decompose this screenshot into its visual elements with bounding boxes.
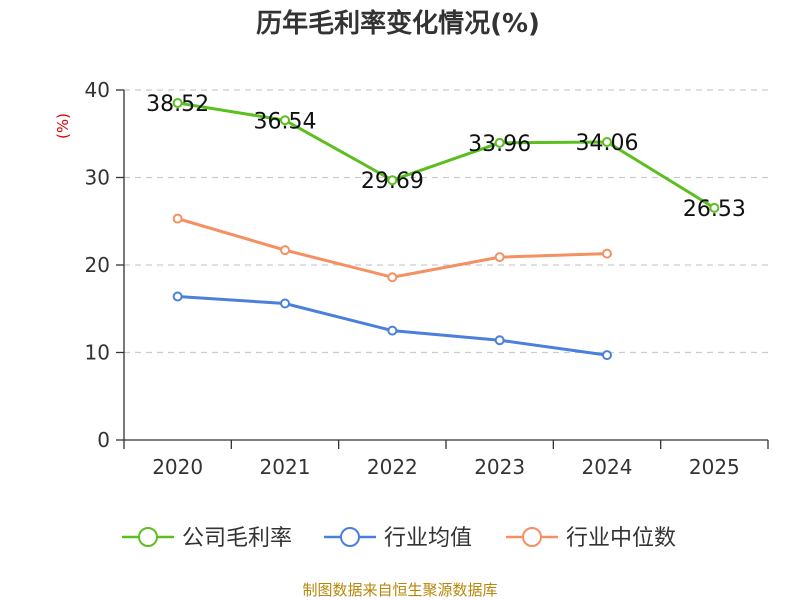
legend-label-1: 行业均值	[384, 526, 472, 551]
series-line-0	[177, 101, 716, 210]
x-tick-label-2024: 2024	[582, 455, 633, 479]
point-0-2025	[709, 202, 720, 213]
y-tick-label-20: 20	[85, 253, 110, 277]
point-2-2021	[280, 245, 290, 256]
series-line-2	[177, 217, 608, 279]
point-1-2023	[494, 335, 505, 346]
legend-label-0: 公司毛利率	[182, 526, 292, 551]
point-2-2023	[494, 252, 505, 263]
point-1-2022	[387, 325, 398, 336]
series-group	[172, 97, 720, 361]
point-0-2021	[280, 115, 290, 126]
chart-title: 历年毛利率变化情况(%)	[256, 8, 540, 39]
y-tick-label-40: 40	[85, 78, 110, 102]
data-labels: 38.52 36.54 29.69 33.96 34.06 26.53	[146, 92, 746, 222]
legend-marker-1	[340, 527, 360, 547]
point-0-2022	[387, 175, 398, 186]
data-label-2022: 29.69	[361, 169, 424, 194]
source-note: 制图数据来自恒生聚源数据库	[302, 581, 497, 599]
axes: 0 10 20 30 40 2020 2021 2022 2023 2024 2025	[85, 78, 769, 479]
legend: 公司毛利率 行业均值 行业中位数	[122, 526, 676, 551]
data-label-2025: 26.53	[683, 197, 746, 222]
y-axis-label: (%)	[54, 113, 72, 139]
point-2-2020	[172, 213, 183, 224]
x-tick-label-2021: 2021	[260, 455, 311, 479]
data-label-2020: 38.52	[146, 92, 209, 117]
legend-marker-2	[522, 527, 542, 547]
x-tick-label-2023: 2023	[474, 455, 525, 479]
data-label-2024: 34.06	[576, 131, 639, 156]
y-tick-label-30: 30	[85, 166, 110, 190]
data-label-2023: 33.96	[468, 132, 531, 157]
point-2-2024	[602, 248, 612, 259]
x-tick-label-2025: 2025	[689, 455, 740, 479]
point-0-2020	[172, 97, 183, 108]
point-1-2021	[280, 298, 290, 309]
point-0-2024	[602, 136, 612, 147]
legend-label-2: 行业中位数	[566, 526, 676, 551]
y-tick-label-0: 0	[97, 428, 110, 452]
x-tick-label-2022: 2022	[367, 455, 418, 479]
legend-marker-0	[138, 527, 158, 547]
point-1-2024	[602, 350, 612, 361]
gridlines	[124, 89, 768, 354]
data-label-2021: 36.54	[254, 109, 317, 134]
point-0-2023	[494, 137, 505, 148]
point-1-2020	[172, 291, 183, 302]
y-tick-label-10: 10	[85, 341, 110, 365]
point-2-2022	[387, 272, 398, 283]
x-tick-label-2020: 2020	[152, 455, 203, 479]
